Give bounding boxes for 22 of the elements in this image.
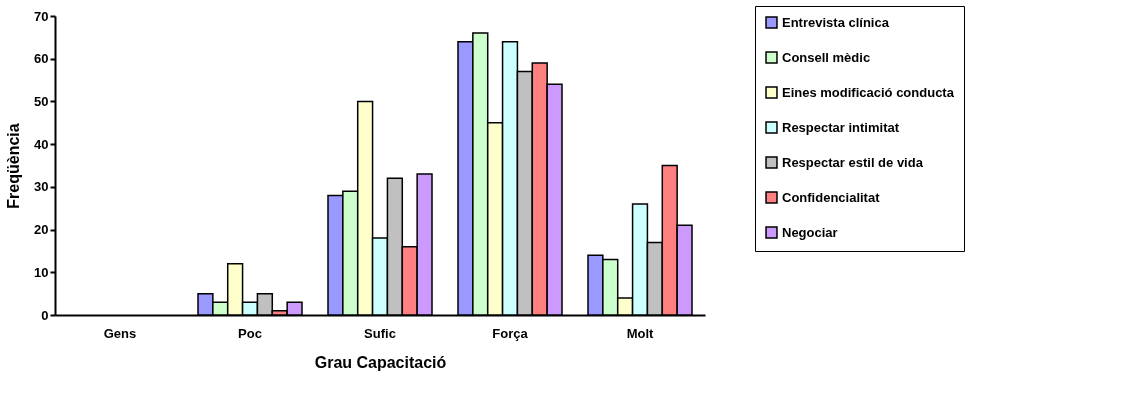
x-tick-label: Molt <box>626 325 655 341</box>
y-tick-label: 10 <box>34 264 49 280</box>
y-axis-title: Freqüència <box>5 123 23 209</box>
x-tick-label: Gens <box>103 325 137 341</box>
legend-label: Respectar estil de vida <box>782 154 924 170</box>
y-tick-label: 0 <box>41 307 49 323</box>
y-tick-label: 30 <box>34 179 49 195</box>
y-tick-label: 70 <box>34 8 49 24</box>
legend-label: Respectar intimitat <box>782 119 900 135</box>
x-tick-label: Força <box>492 325 529 341</box>
legend-label: Negociar <box>782 224 838 240</box>
legend-label: Consell mèdic <box>782 49 871 65</box>
y-tick-label: 40 <box>34 136 49 152</box>
legend-label: Entrevista clínica <box>782 14 890 30</box>
x-tick-label: Sufic <box>364 325 396 341</box>
y-tick-label: 50 <box>34 93 49 109</box>
x-axis-title: Grau Capacitació <box>314 353 447 371</box>
legend-label: Confidencialitat <box>782 189 881 205</box>
y-tick-label: 20 <box>34 222 49 238</box>
y-tick-label: 60 <box>34 51 49 67</box>
x-tick-label: Poc <box>238 325 262 341</box>
legend-label: Eines modificació conducta <box>782 84 955 100</box>
